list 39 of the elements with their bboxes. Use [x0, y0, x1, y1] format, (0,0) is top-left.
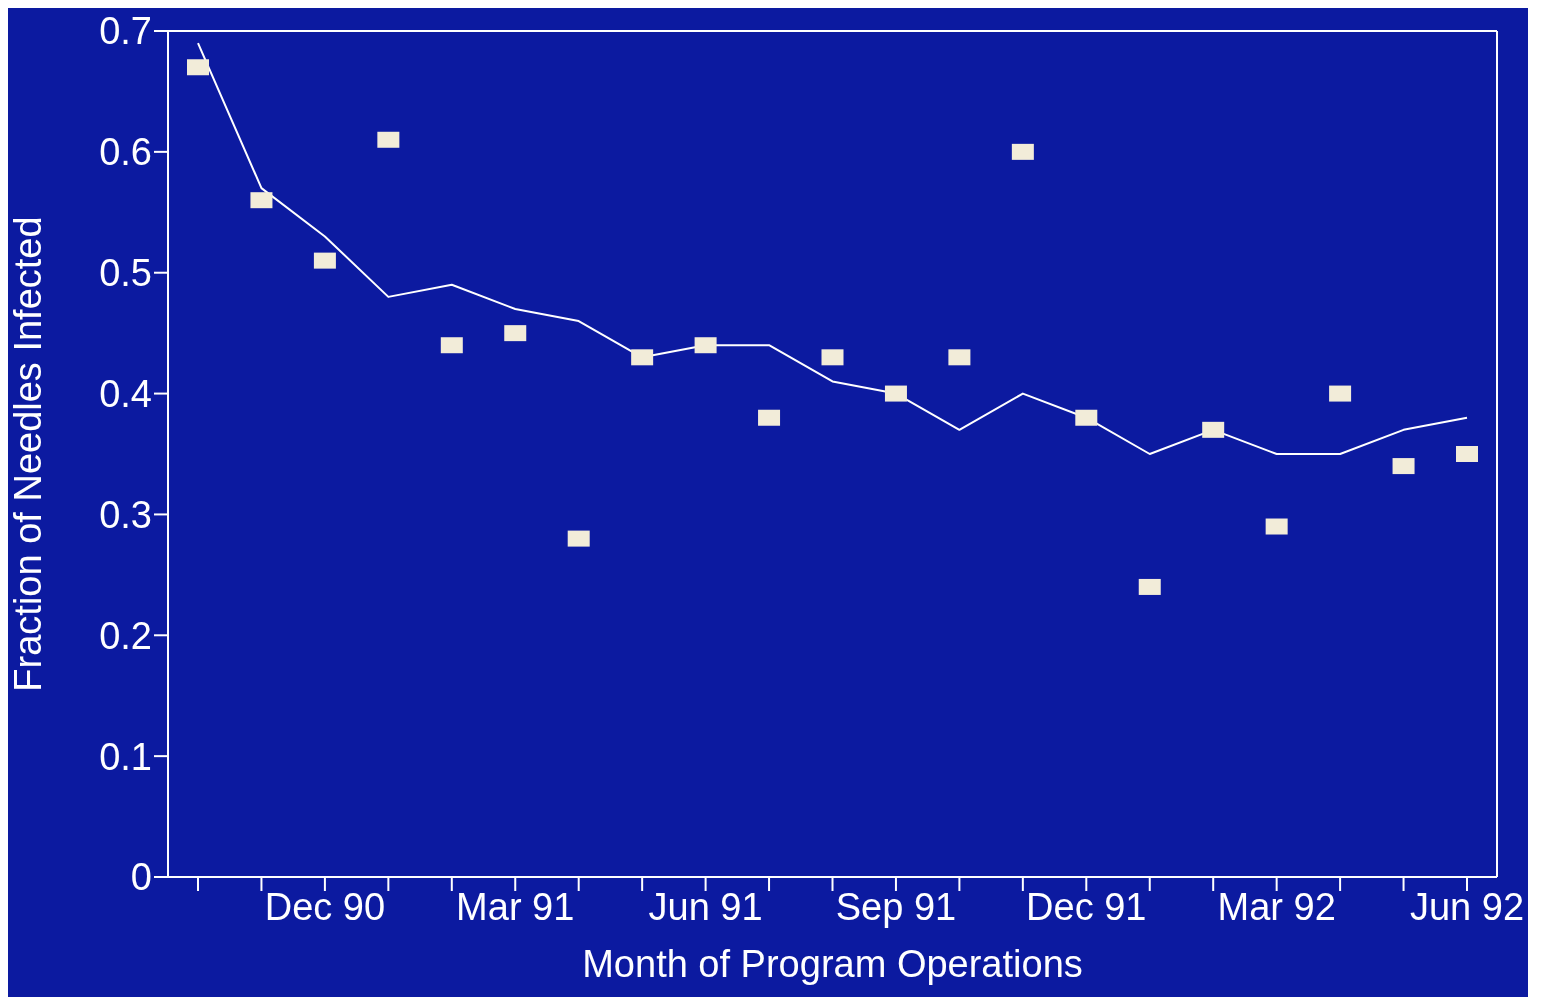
x-tick-label: Mar 92 — [1217, 885, 1336, 928]
y-tick-label: 0.2 — [99, 614, 152, 657]
y-tick-label: 0.3 — [99, 493, 152, 536]
point — [377, 131, 400, 148]
point — [504, 325, 527, 342]
point — [758, 409, 781, 426]
point — [1202, 421, 1225, 438]
x-axis-title: Month of Program Operations — [582, 943, 1083, 985]
point — [694, 337, 717, 354]
y-tick-label: 0.4 — [99, 373, 152, 416]
point — [1138, 578, 1161, 595]
point — [1265, 518, 1288, 535]
point — [440, 337, 463, 354]
x-tick-label: Mar 91 — [456, 885, 575, 928]
y-axis-title: Fraction of Needles Infected — [7, 216, 50, 692]
point — [250, 192, 273, 209]
y-tick-label: 0.5 — [99, 252, 152, 295]
point — [1075, 409, 1098, 426]
x-tick-label: Sep 91 — [835, 885, 957, 928]
x-tick-label: Dec 90 — [264, 885, 386, 928]
x-tick-label: Dec 91 — [1026, 885, 1147, 928]
line-series — [197, 42, 1468, 455]
y-tick-label: 0 — [130, 856, 152, 899]
point — [1456, 446, 1478, 462]
point — [821, 349, 844, 366]
point — [631, 349, 654, 366]
y-tick-label: 0.1 — [99, 735, 152, 778]
point — [1011, 143, 1034, 160]
x-tick-label: Jun 91 — [648, 885, 763, 928]
x-tick-label: Jun 92 — [1409, 885, 1525, 928]
point — [313, 252, 336, 269]
point — [884, 385, 907, 402]
point — [1329, 385, 1352, 402]
point — [187, 59, 209, 76]
point — [567, 530, 590, 547]
y-tick-label: 0.6 — [99, 131, 152, 174]
y-tick-label: 0.7 — [99, 10, 152, 53]
point — [1392, 458, 1415, 475]
point — [948, 349, 971, 366]
